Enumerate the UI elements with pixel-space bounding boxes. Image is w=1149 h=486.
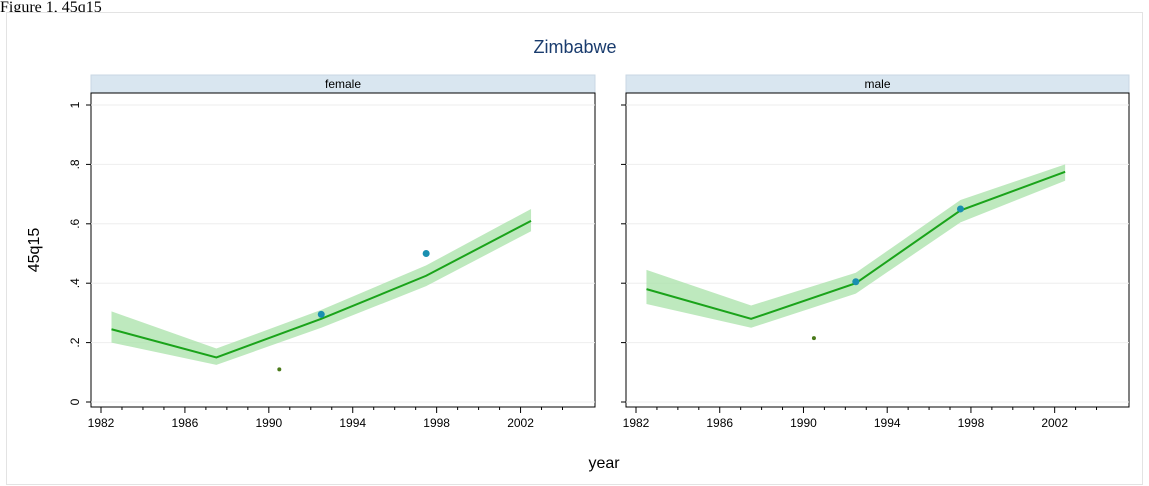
y-axis-label: 45q15 [26, 228, 43, 273]
x-tick-label: 1998 [423, 416, 450, 430]
data-point-large [852, 278, 860, 286]
x-tick-label: 1994 [874, 416, 901, 430]
x-tick-label: 1990 [790, 416, 817, 430]
x-tick-label: 1994 [339, 416, 366, 430]
figure: Zimbabwe 45q15 year female 0 .2 .4 .6 .8 1 1982 198… [6, 12, 1143, 485]
caption-fragment: Figure 1, 45q15 [0, 0, 102, 16]
plot-frame [625, 92, 1130, 408]
y-tick-label: .2 [68, 337, 82, 347]
data-point-small [277, 367, 282, 372]
data-point-large [317, 310, 325, 318]
y-tick-label: .8 [68, 159, 82, 169]
x-axis-label: year [588, 455, 620, 472]
panel-label-male: male [864, 77, 890, 91]
x-tick-label: 1982 [623, 416, 650, 430]
confidence-band [111, 208, 532, 365]
y-tick-label: 0 [68, 398, 82, 405]
y-tick-label: .6 [68, 218, 82, 228]
chart: Zimbabwe 45q15 year female 0 .2 .4 .6 .8 1 1982 198… [26, 37, 1130, 472]
x-tick-label: 1998 [958, 416, 985, 430]
x-tick-label: 1990 [255, 416, 282, 430]
data-point-large [422, 250, 430, 257]
x-tick-label: 1986 [706, 416, 733, 430]
chart-title: Zimbabwe [533, 37, 616, 57]
x-tick-label: 1982 [88, 416, 115, 430]
x-tick-label: 2002 [507, 416, 534, 430]
data-point-large [956, 205, 964, 213]
y-tick-label: 1 [68, 101, 82, 108]
plot-frame [90, 92, 596, 408]
panel-label-female: female [325, 77, 361, 91]
x-tick-label: 1986 [172, 416, 199, 430]
fit-line [111, 219, 532, 359]
x-tick-label: 2002 [1041, 416, 1068, 430]
y-tick-label: .4 [68, 278, 82, 288]
confidence-band [646, 164, 1066, 328]
data-point-small [811, 336, 816, 341]
